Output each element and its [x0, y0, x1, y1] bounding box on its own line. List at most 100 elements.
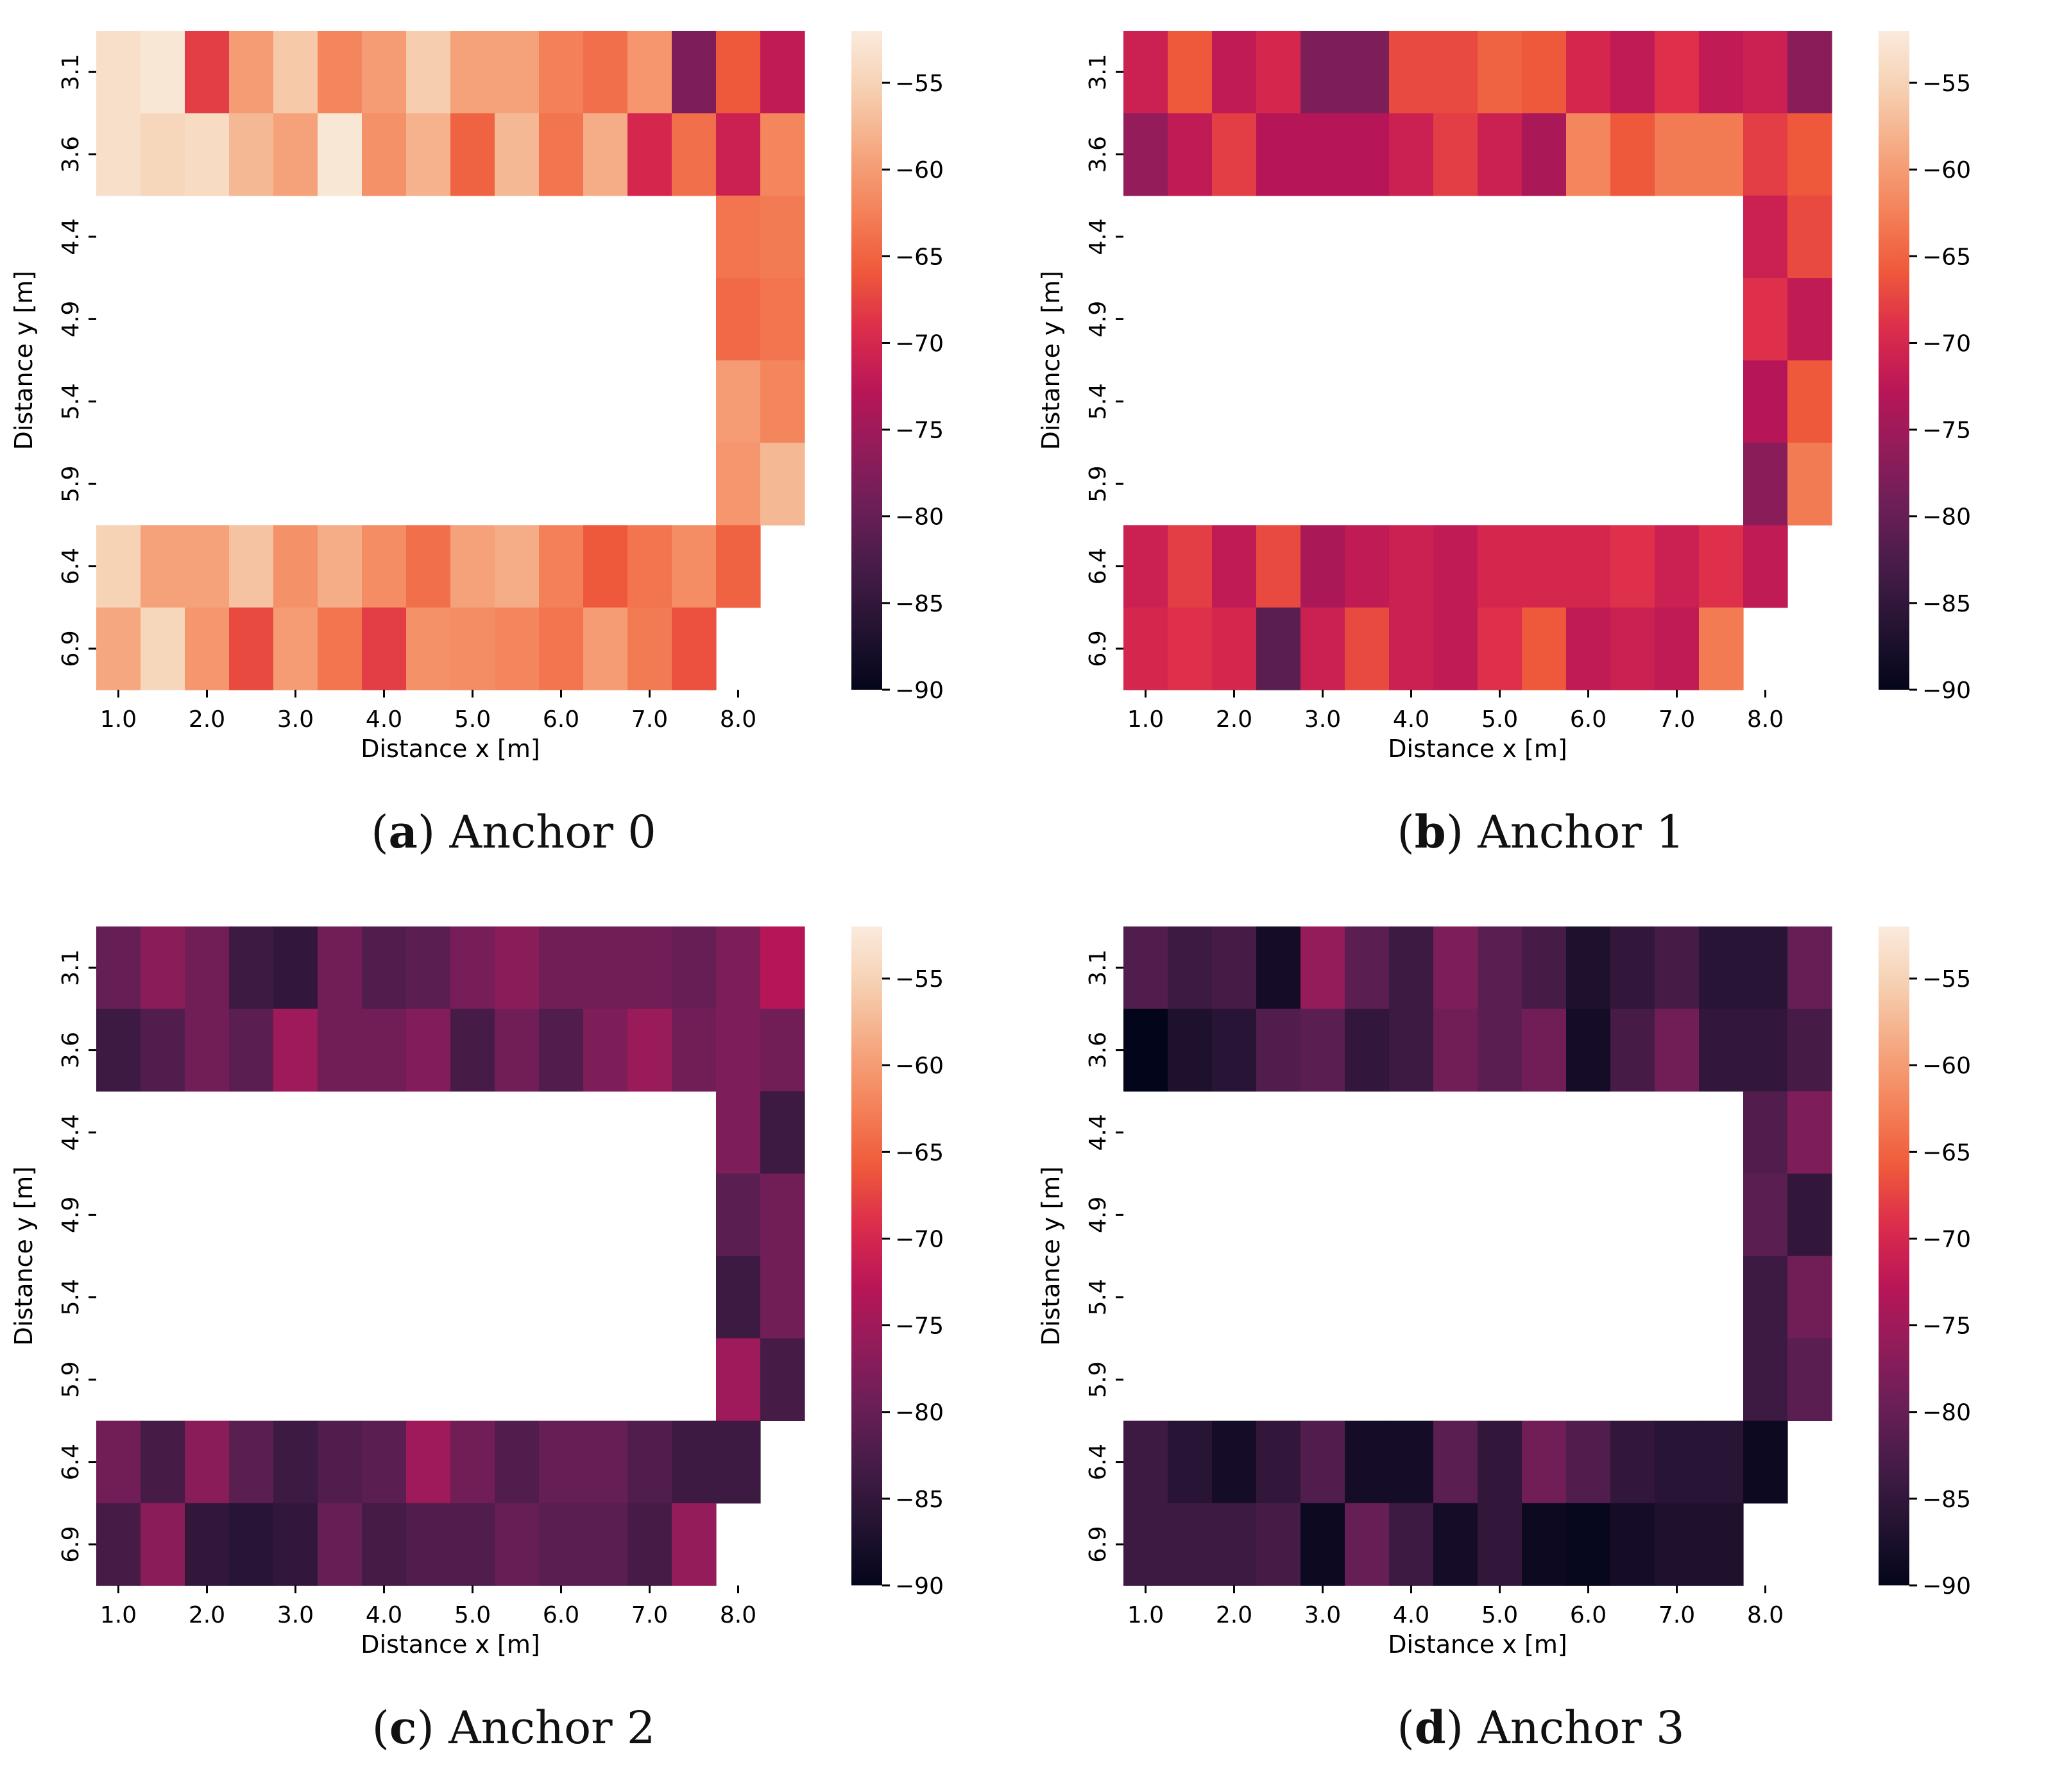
x-tick-label: 2.0 — [189, 706, 225, 733]
heatmap-cell — [273, 31, 318, 114]
heatmap-cell — [539, 525, 584, 608]
heatmap-cell — [273, 607, 318, 690]
heatmap-cell — [716, 1091, 761, 1174]
heatmap-cell — [1168, 1503, 1213, 1586]
heatmap-cell — [362, 926, 407, 1009]
heatmap-cell — [1787, 360, 1832, 443]
heatmap-cell — [450, 31, 495, 114]
heatmap-cell — [716, 195, 761, 278]
heatmap-cell — [716, 525, 761, 608]
heatmap-cell — [583, 1009, 628, 1092]
heatmap-cell — [1787, 1173, 1832, 1257]
y-axis-label: Distance y [m] — [1037, 1166, 1065, 1345]
heatmap-cell — [1300, 1421, 1345, 1504]
y-tick-label: 5.4 — [1085, 383, 1111, 420]
colorbar — [851, 926, 882, 1585]
heatmap-cell — [539, 31, 584, 114]
colorbar-tick-label: −80 — [895, 1400, 944, 1426]
heatmap-cell — [760, 443, 805, 525]
x-tick-label: 3.0 — [1304, 706, 1341, 733]
colorbar-tick-label: −65 — [895, 244, 944, 270]
heatmap-cell — [627, 926, 672, 1009]
heatmap-cell — [362, 1421, 407, 1504]
heatmap-cell — [1256, 1421, 1301, 1504]
heatmap-cell — [1478, 1503, 1522, 1586]
x-tick-label: 2.0 — [1216, 706, 1252, 733]
heatmap-cell — [672, 31, 717, 114]
heatmap-cell — [1743, 1009, 1788, 1092]
heatmap-cell — [1123, 1421, 1168, 1504]
heatmap-cell — [273, 926, 318, 1009]
heatmap-cell — [495, 113, 540, 196]
heatmap-cell — [96, 926, 141, 1009]
heatmap-cell — [1566, 1503, 1611, 1586]
heatmap-cell — [716, 113, 761, 196]
heatmap-cell — [185, 113, 230, 196]
heatmap-cell — [1787, 926, 1832, 1009]
heatmap-cell — [1123, 113, 1168, 196]
y-tick-label: 4.4 — [58, 1114, 84, 1150]
heatmap-cell — [1655, 31, 1700, 114]
heatmap-cell — [318, 1009, 362, 1092]
heatmap-cell — [96, 1009, 141, 1092]
heatmap-cell — [760, 31, 805, 114]
heatmap-cell — [406, 607, 451, 690]
heatmap-cell — [273, 113, 318, 196]
colorbar-tick-label: −70 — [1922, 1226, 1971, 1252]
heatmap-cell — [185, 607, 230, 690]
heatmap-cell — [1522, 525, 1567, 608]
heatmap-cell — [583, 1503, 628, 1586]
heatmap-cell — [450, 607, 495, 690]
heatmap-cell — [450, 1009, 495, 1092]
heatmap-cell — [583, 1421, 628, 1504]
heatmap-cell — [1256, 113, 1301, 196]
heatmap-cell — [406, 926, 451, 1009]
heatmap-cell — [1610, 1009, 1655, 1092]
colorbar-tick-label: −85 — [895, 1487, 944, 1513]
y-tick-label: 6.4 — [58, 1444, 84, 1480]
x-tick-label: 6.0 — [1570, 706, 1607, 733]
heatmap-cell — [185, 525, 230, 608]
y-tick-label: 5.9 — [58, 466, 84, 502]
heatmap-cell — [1478, 113, 1522, 196]
panel-d: 1.0 2.0 3.0 4.0 5.0 6.0 7.0 8.0 3.1 3.6 4.4 4.9 5.4 5… — [1027, 896, 2054, 1791]
heatmap-cell — [229, 31, 274, 114]
heatmap-cell — [318, 1421, 362, 1504]
heatmap-cell — [450, 1503, 495, 1586]
heatmap-cell — [406, 113, 451, 196]
heatmap-cell — [1389, 525, 1434, 608]
x-tick-label: 5.0 — [1481, 706, 1518, 733]
panel-b: 1.0 2.0 3.0 4.0 5.0 6.0 7.0 8.0 3.1 3.6 4.4 4.9 5.4 5… — [1027, 0, 2054, 896]
heatmap-cell — [1478, 607, 1522, 690]
heatmap-cell — [1787, 195, 1832, 278]
heatmap-cell — [1655, 1421, 1700, 1504]
heatmap-cell — [1522, 1009, 1567, 1092]
heatmap-cell — [406, 1421, 451, 1504]
y-tick-label: 4.4 — [1085, 218, 1111, 255]
y-tick-label: 5.9 — [1085, 466, 1111, 502]
colorbar-tick-label: −85 — [1922, 1487, 1971, 1513]
heatmap-cell — [672, 1421, 717, 1504]
y-tick-label: 6.9 — [1085, 1526, 1111, 1562]
heatmap-cell — [716, 1173, 761, 1257]
heatmap-cell — [1787, 1256, 1832, 1339]
heatmap-cell — [1212, 607, 1257, 690]
heatmap-cell — [1610, 31, 1655, 114]
colorbar-tick-label: −70 — [1922, 330, 1971, 357]
heatmap-cell — [1699, 607, 1744, 690]
heatmap-cell — [1610, 1503, 1655, 1586]
heatmap-cell — [539, 1503, 584, 1586]
heatmap-cell — [1699, 31, 1744, 114]
colorbar-tick-label: −65 — [1922, 244, 1971, 270]
x-axis-label: Distance x [m] — [361, 735, 540, 763]
heatmap-cell — [1389, 1009, 1434, 1092]
x-tick-label: 4.0 — [1393, 1602, 1429, 1628]
caption-letter: a — [388, 805, 418, 858]
y-tick-label: 6.4 — [58, 548, 84, 585]
heatmap-cell — [229, 1009, 274, 1092]
heatmap-cell — [1566, 926, 1611, 1009]
heatmap-cell — [495, 1421, 540, 1504]
heatmap-cell — [318, 525, 362, 608]
x-tick-label: 1.0 — [1127, 1602, 1164, 1628]
colorbar-tick-label: −90 — [895, 678, 944, 704]
